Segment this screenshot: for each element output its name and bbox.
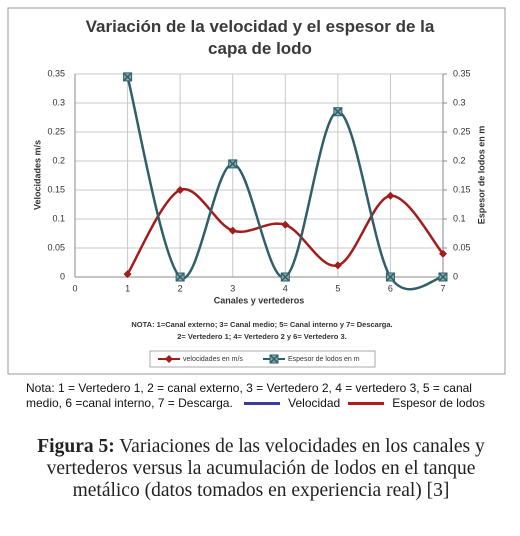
marker: [386, 191, 395, 200]
y2-tick-label: 0.25: [453, 126, 471, 136]
x-tick-label: 1: [125, 283, 130, 293]
footnote: Nota: 1 = Vertedero 1, 2 = canal externo…: [26, 381, 506, 411]
marker: [280, 272, 290, 282]
y-tick-label: 0.25: [47, 126, 65, 136]
chart-frame: [7, 7, 506, 375]
marker: [333, 107, 343, 117]
marker: [281, 220, 290, 229]
y-tick-label: 0.35: [47, 68, 65, 78]
marker: [175, 272, 185, 282]
marker: [228, 159, 238, 169]
y-tick-label: 0.3: [52, 97, 65, 107]
caption-text: Variaciones de las velocidades en los ca…: [46, 436, 485, 501]
chart: Velocidades m/s Espesor de lodos en m Ca…: [7, 7, 506, 375]
marker: [123, 72, 133, 82]
y2-tick-label: 0.35: [453, 68, 471, 78]
y2-tick-label: 0.3: [453, 97, 466, 107]
x-tick-label: 7: [440, 283, 445, 293]
x-tick-label: 3: [230, 283, 235, 293]
legend-box: [149, 350, 376, 368]
y-tick-label: 0.05: [47, 242, 65, 252]
x-tick-label: 0: [72, 283, 77, 293]
y-tick-label: 0.2: [52, 155, 65, 165]
x-tick-label: 4: [283, 283, 288, 293]
y-tick-label: 0.15: [47, 184, 65, 194]
y2-tick-label: 0.1: [453, 213, 466, 223]
marker: [165, 355, 173, 363]
marker: [333, 261, 342, 270]
caption-label: Figura 5:: [37, 436, 115, 457]
marker: [439, 249, 447, 258]
legend-swatch: [244, 402, 281, 406]
legend-label: Velocidad: [288, 396, 341, 410]
note: 2= Vertedero 1; 4= Vertedero 2 y 6= Vert…: [177, 332, 346, 341]
chart-title: Variación de la velocidad y el espesor d…: [85, 17, 435, 58]
y-tick-label: 0: [60, 271, 65, 281]
marker: [269, 354, 279, 364]
footnote-text: Nota: 1 = Vertedero 1, 2 = canal externo…: [26, 381, 472, 410]
y-tick-label: 0.1: [52, 213, 65, 223]
y-axis-title: Velocidades m/s: [32, 140, 42, 210]
y2-tick-label: 0.15: [453, 184, 471, 194]
note: NOTA: 1=Canal externo; 3= Canal medio; 5…: [131, 320, 392, 329]
marker: [385, 272, 395, 282]
marker: [176, 186, 185, 194]
x-tick-label: 6: [388, 283, 393, 293]
legend-label: velocidades en m/s: [183, 356, 243, 363]
legend-swatch: [348, 402, 385, 406]
marker: [123, 270, 132, 279]
caption: Figura 5: Variaciones de las velocidades…: [30, 436, 492, 502]
x-tick-label: 2: [178, 283, 183, 293]
x-axis-title: Canales y vertederos: [214, 295, 305, 305]
x-tick-label: 5: [335, 283, 340, 293]
y2-tick-label: 0.2: [453, 155, 466, 165]
y2-tick-label: 0: [453, 271, 458, 281]
y2-tick-label: 0.05: [453, 242, 471, 252]
y2-axis-title: Espesor de lodos en m: [476, 126, 486, 225]
marker: [438, 272, 448, 282]
legend-label: Espesor de lodos: [392, 396, 485, 410]
legend-label: Espesor de lodos en m: [288, 356, 360, 363]
marker: [228, 226, 237, 235]
